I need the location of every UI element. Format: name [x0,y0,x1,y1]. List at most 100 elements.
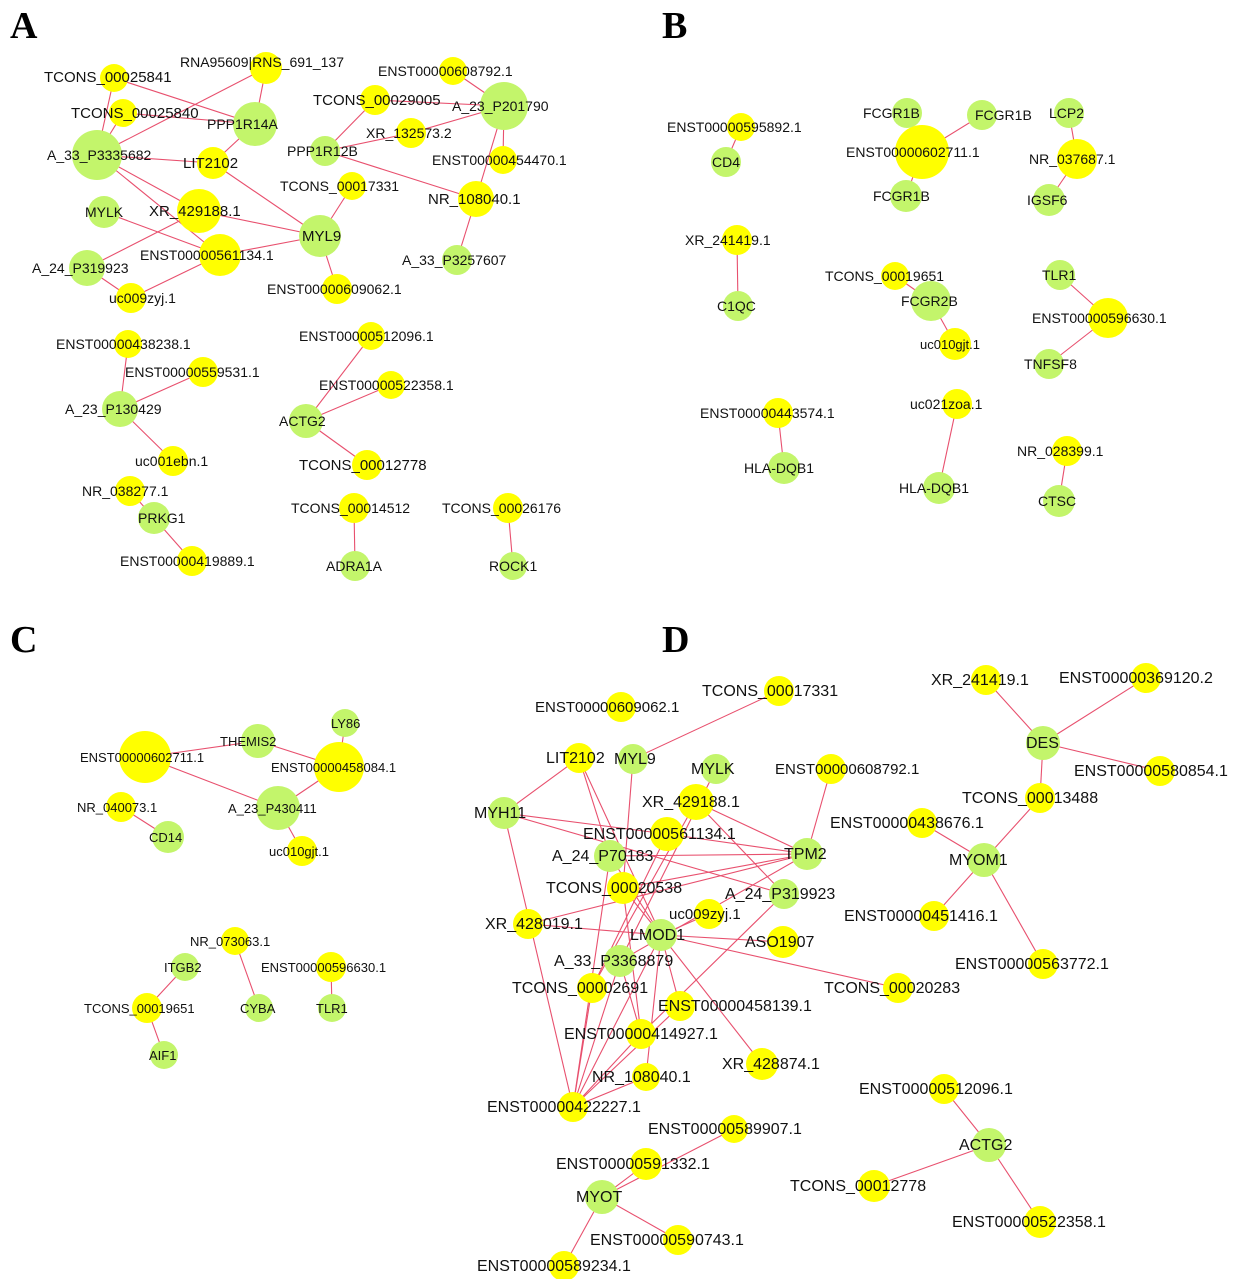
node-a-a10-mrna [299,215,341,257]
edge-d-d41-d42 [873,1144,990,1187]
node-d-d8-lncrna [678,784,714,820]
node-b-b20-lncrna [942,389,972,419]
node-label-a-a25: A_23_P130429 [65,401,162,417]
panel-letter-b: B [662,5,687,47]
node-a-a27-lncrna [115,476,145,506]
node-d-d34-lncrna [1028,949,1058,979]
node-d-d5-mrna [701,754,731,784]
edge-d-d8-d13 [695,801,785,895]
edge-d-d16-d20 [660,934,899,989]
node-label-b-b13: FCGR2B [901,293,958,309]
node-a-a29-lncrna [177,546,207,576]
node-d-d40-lncrna [929,1074,959,1104]
node-d-d25-lncrna [558,1092,588,1122]
node-label-c-c4: ENST00000458084.1 [271,760,396,775]
node-label-a-a1: TCONS_00025841 [44,69,172,86]
edge-d-d16-d25 [572,934,662,1108]
node-label-b-b22: NR_028399.1 [1017,443,1104,459]
node-b-b11-mrna [723,291,753,321]
node-d-d38-lncrna [663,1225,693,1255]
edge-d-d8-d11 [695,801,808,855]
node-a-a6-lncrna [197,147,229,179]
node-c-c4-lncrna [314,742,364,792]
node-label-d-d18: A_33_P3368879 [554,953,673,970]
node-label-d-d2: ENST00000609062.1 [535,699,679,716]
node-a-a20-lncrna [338,172,366,200]
node-c-c9-lncrna [221,927,249,955]
edge-d-d22-d25 [572,1033,642,1108]
node-label-b-b10: XR_241419.1 [685,232,771,248]
node-label-a-a8: XR_429188.1 [149,203,241,220]
node-a-a25-mrna [102,391,138,427]
node-label-a-a18: PPP1R12B [287,143,358,159]
edge-d-d13-d22 [640,893,785,1035]
node-d-d35-lncrna [720,1115,748,1143]
node-label-a-a5: A_33_P3335682 [47,147,152,163]
edge-d-d4-d12 [622,758,634,889]
node-label-a-a3: TCONS_00025840 [71,105,199,122]
node-label-d-d17: ASO1907 [745,934,814,951]
node-d-d23-lncrna [746,1048,778,1080]
node-d-d2-lncrna [606,692,636,722]
node-label-d-d14: uc009zyj.1 [669,906,741,923]
node-label-d-d7: MYH11 [474,805,526,822]
node-label-a-a31: ENST00000522358.1 [319,377,454,393]
node-d-d21-lncrna [665,991,695,1021]
edge-a-a30-a32 [305,335,372,422]
edge-d-d35-d37 [601,1128,735,1198]
node-label-b-b9: IGSF6 [1027,192,1068,208]
node-a-a13-lncrna [322,274,352,304]
node-b-b8-lncrna [1057,139,1097,179]
node-label-d-d11: TPM2 [784,846,827,863]
edge-d-d9-d11 [666,833,808,855]
node-label-b-b11: C1QC [717,298,756,314]
node-label-b-b16: ENST00000596630.1 [1032,310,1167,326]
edge-d-d1-d4 [632,690,780,760]
node-label-d-d34: ENST00000563772.1 [955,956,1109,973]
node-a-a30-lncrna [357,322,385,350]
node-label-a-a30: ENST00000512096.1 [299,328,434,344]
node-label-d-d5: MYLK [691,761,735,778]
node-label-b-b1: ENST00000595892.1 [667,119,802,135]
node-label-d-d31: ENST00000438676.1 [830,815,984,832]
node-d-d37-mrna [585,1180,619,1214]
node-label-b-b20: uc021zoa.1 [910,396,983,412]
node-b-b3-mrna [892,98,922,128]
edge-a-a6-a10 [212,162,321,237]
node-label-c-c1: THEMIS2 [220,734,276,749]
nodes-layer [69,52,1175,1279]
node-c-c3-lncrna [119,731,171,783]
node-label-a-a22: A_33_P3257607 [402,252,507,268]
node-label-a-a19: ENST00000454470.1 [432,152,567,168]
node-label-a-a13: ENST00000609062.1 [267,281,402,297]
node-a-a17-lncrna [396,118,426,148]
node-d-d32-mrna [967,843,1001,877]
node-b-b10-lncrna [722,225,752,255]
node-d-d42-lncrna [858,1170,890,1202]
node-b-b19-mrna [768,452,800,484]
node-c-c10-mrna [171,953,199,981]
node-a-a7-mrna [88,196,120,228]
node-label-d-d28: DES [1026,735,1059,752]
node-d-d30-lncrna [1025,783,1055,813]
node-label-d-d33: ENST00000451416.1 [844,908,998,925]
node-b-b22-lncrna [1052,436,1082,466]
edge-d-d16-d17 [660,934,784,943]
node-label-a-a36: TCONS_00026176 [442,500,561,516]
node-label-a-a35: ADRA1A [326,558,383,574]
node-d-d20-lncrna [883,973,913,1003]
edge-a-a5-a9 [96,154,221,256]
node-a-a4-mrna [233,102,277,146]
node-d-d22-lncrna [626,1019,656,1049]
node-label-c-c13: CYBA [240,1001,276,1016]
node-label-d-d16: LMOD1 [630,927,685,944]
node-label-a-a10: MYL9 [302,228,341,245]
node-d-d9-lncrna [650,817,684,851]
edge-d-d18-d25 [572,960,621,1108]
node-label-b-b12: TCONS_00019651 [825,268,944,284]
node-d-d1-lncrna [764,676,794,706]
node-label-d-d3: LIT2102 [546,750,605,767]
node-b-b23-mrna [1043,485,1075,517]
node-label-c-c14: TLR1 [316,1001,348,1016]
edge-d-d19-d25 [572,987,593,1108]
